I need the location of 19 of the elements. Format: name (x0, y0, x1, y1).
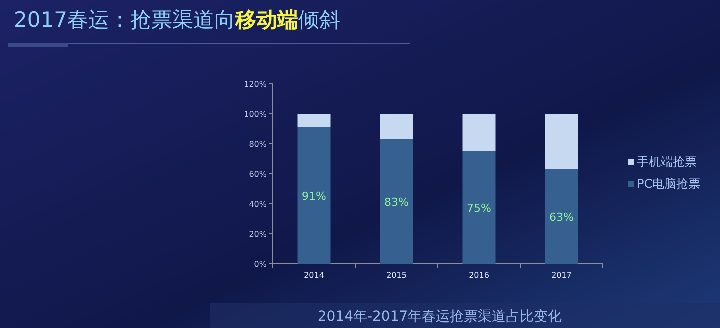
x-tick-label: 2015 (386, 271, 407, 280)
legend-label: 手机端抢票 (637, 155, 697, 169)
data-label: 83% (384, 196, 409, 209)
y-tick-label: 0% (254, 260, 268, 269)
chart-title: 2017春运：抢票渠道向移动端倾斜 (14, 8, 340, 32)
x-tick-label: 2017 (552, 271, 572, 280)
x-tick-label: 2014 (304, 271, 324, 280)
y-tick-label: 120% (244, 80, 268, 89)
data-label: 91% (302, 190, 326, 203)
text: 2014年-2017年春运抢票渠道占比变化 (318, 309, 562, 325)
x-tick-label: 2016 (469, 271, 490, 280)
data-label: 75% (467, 202, 492, 215)
legend-label: PC电脑抢票 (637, 177, 701, 191)
y-tick-label: 100% (244, 110, 268, 119)
y-tick-label: 60% (249, 170, 268, 179)
y-tick-label: 40% (249, 200, 268, 209)
data-label: 63% (550, 210, 574, 224)
y-tick-label: 80% (249, 140, 268, 149)
y-tick-label: 20% (249, 230, 268, 239)
